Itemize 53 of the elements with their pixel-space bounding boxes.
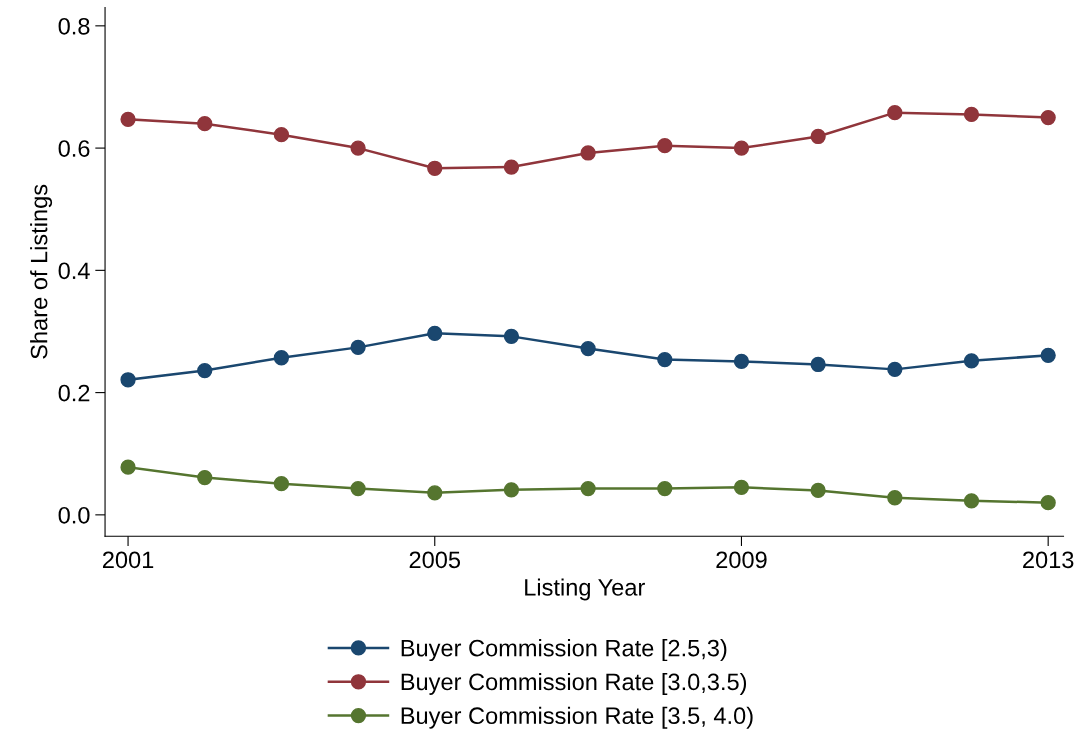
point (503, 482, 520, 498)
point (197, 362, 213, 379)
point (427, 485, 443, 501)
point (657, 138, 673, 154)
point (733, 140, 750, 156)
point (427, 160, 443, 176)
x-tick-label: 2001 (102, 551, 154, 569)
point (733, 353, 750, 370)
point (273, 127, 290, 143)
y-tick-label: 0.2 (58, 384, 90, 402)
point (887, 104, 903, 121)
point (963, 493, 980, 509)
point (963, 106, 980, 123)
point (1040, 109, 1056, 126)
point (120, 459, 136, 475)
point (810, 482, 826, 499)
y-tick-label: 0.8 (58, 17, 90, 35)
point (197, 116, 213, 132)
point (580, 480, 596, 497)
legend-label: Buyer Commission Rate [2.5,3) (401, 639, 727, 662)
point (273, 476, 290, 492)
legend-label: Buyer Commission Rate [3.0,3.5) (401, 672, 747, 695)
point (810, 356, 826, 373)
point (503, 328, 520, 345)
point (197, 469, 213, 486)
point (427, 325, 443, 341)
point (810, 128, 826, 145)
point (350, 480, 366, 497)
point (120, 372, 136, 388)
point (580, 340, 596, 357)
point (887, 490, 903, 506)
x-axis-title: Listing Year (525, 578, 645, 601)
legend-label: Buyer Commission Rate [3.5, 4.0) (401, 706, 753, 729)
point (657, 351, 673, 368)
point (120, 111, 136, 128)
y-tick-label: 0.0 (58, 506, 90, 524)
x-tick-label: 2005 (409, 551, 461, 569)
point (1040, 494, 1056, 511)
point (733, 479, 750, 495)
point (273, 350, 290, 366)
y-axis-title: Share of Listings (30, 184, 53, 359)
point (580, 145, 596, 161)
point (350, 339, 366, 356)
point (887, 361, 903, 378)
point (503, 159, 520, 175)
y-tick-label: 0.4 (58, 262, 90, 280)
x-tick-label: 2009 (716, 551, 767, 569)
x-tick-label: 2013 (1023, 551, 1074, 569)
point (1040, 347, 1056, 363)
y-tick-label: 0.6 (58, 140, 90, 157)
point (657, 480, 673, 497)
point (963, 353, 980, 369)
point (350, 140, 366, 156)
